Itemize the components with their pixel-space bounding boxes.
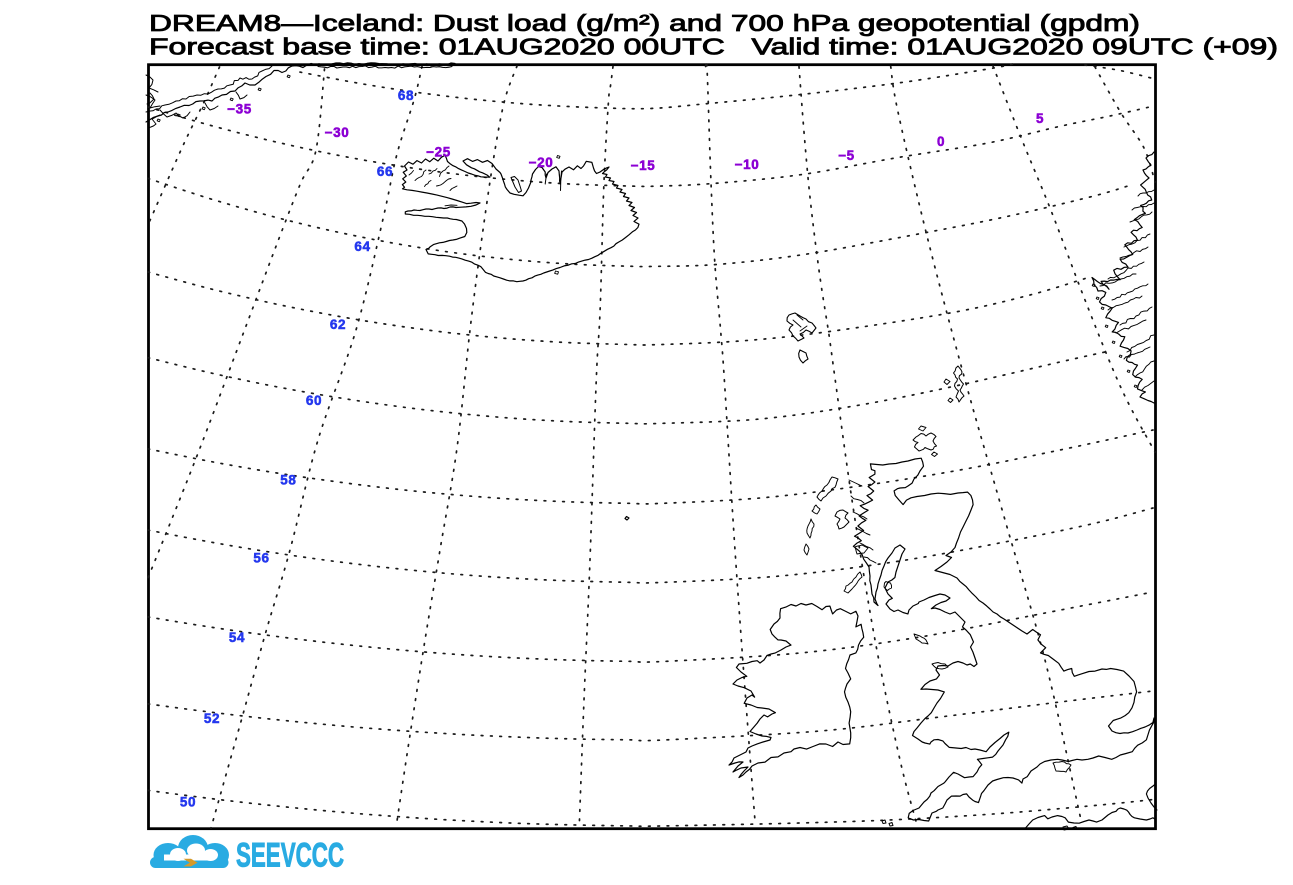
svg-text:0: 0 [937,134,945,149]
svg-text:56: 56 [253,551,269,566]
svg-text:−5: −5 [838,148,855,163]
svg-text:−15: −15 [631,158,656,173]
svg-text:SEEVCCC: SEEVCCC [236,837,344,875]
svg-text:58: 58 [280,472,296,487]
svg-text:Forecast base time: 01AUG2020: Forecast base time: 01AUG2020 00UTC Vali… [149,34,1278,60]
svg-text:−10: −10 [735,157,760,172]
svg-text:64: 64 [354,239,370,254]
svg-text:−30: −30 [325,125,350,140]
svg-text:60: 60 [306,393,322,408]
svg-text:62: 62 [330,317,346,332]
svg-text:52: 52 [204,711,220,726]
svg-text:50: 50 [180,794,196,809]
svg-text:54: 54 [229,630,245,645]
svg-text:DREAM8—Iceland: Dust load (g/m: DREAM8—Iceland: Dust load (g/m²) and 700… [149,10,1140,36]
svg-text:−25: −25 [426,144,451,159]
svg-text:5: 5 [1036,111,1044,126]
svg-text:−20: −20 [529,155,554,170]
svg-text:66: 66 [377,164,393,179]
svg-text:68: 68 [398,88,414,103]
svg-text:−35: −35 [227,101,252,116]
